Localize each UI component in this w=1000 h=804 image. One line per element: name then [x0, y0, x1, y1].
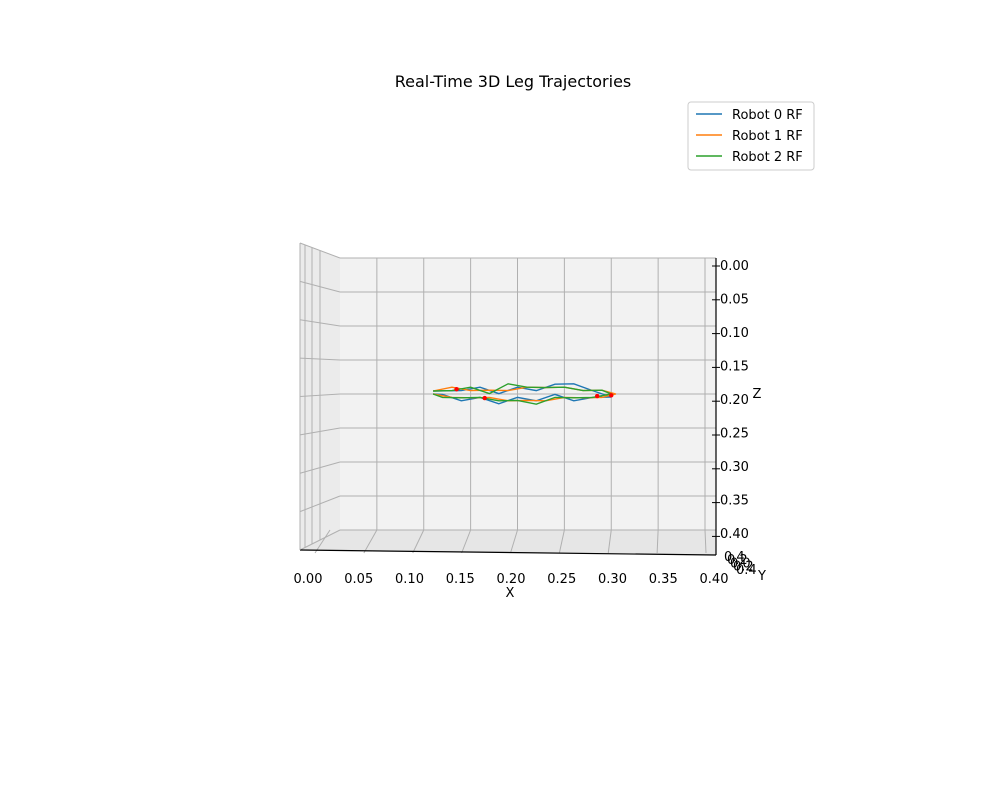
y-tick-label: 0.0 — [730, 556, 751, 571]
floor-gridline — [656, 529, 659, 554]
legend-label: Robot 1 RF — [732, 129, 803, 144]
floor-gridline — [461, 529, 472, 554]
z-axis-label: Z — [753, 387, 762, 402]
x-axis-line — [299, 549, 717, 556]
y-tick-label: 0.4 — [724, 550, 745, 565]
floor-pane — [300, 530, 716, 555]
legend-label: Robot 0 RF — [732, 108, 803, 123]
floor-gridline — [510, 529, 518, 554]
z-tick-label: 0.20 — [720, 393, 749, 408]
x-tick-label: 0.40 — [700, 572, 729, 587]
z-tick-label: 0.00 — [720, 259, 749, 274]
tick-layer: 0.00 0.05 0.10 0.15 0.20 0.25 0.30 0.35 0.400.00… — [294, 259, 757, 587]
y-tick-label: 0.2 — [733, 560, 754, 575]
x-tick-label: 0.15 — [446, 572, 475, 587]
x-tick-label: 0.05 — [344, 572, 373, 587]
z-tick-label: 0.30 — [720, 460, 749, 475]
legend: Robot 0 RF Robot 1 RF Robot 2 RF — [687, 101, 815, 171]
x-tick-label: 0.35 — [649, 572, 678, 587]
x-axis-label: X — [506, 586, 515, 601]
floor-gridline — [363, 529, 378, 554]
marker-layer — [454, 387, 614, 401]
legend-frame — [687, 101, 815, 171]
position-marker — [609, 393, 614, 398]
x-tick-label: 0.10 — [395, 572, 424, 587]
position-marker — [482, 395, 487, 401]
y-axis-label: Y — [757, 569, 766, 584]
z-tick-label: 0.40 — [720, 527, 749, 542]
floor-gridline — [412, 529, 425, 554]
grid — [299, 242, 716, 554]
x-tick-label: 0.25 — [547, 572, 576, 587]
floor-gridline — [558, 529, 565, 554]
floor-gridline — [704, 529, 707, 554]
z-tick-label: 0.15 — [720, 360, 749, 375]
z-tick-label: 0.35 — [720, 494, 749, 509]
position-marker — [594, 393, 600, 399]
x-tick-label: 0.30 — [598, 572, 627, 587]
floor-gridline — [314, 529, 331, 554]
position-marker — [454, 387, 459, 392]
y-tick-label: 0.4 — [736, 563, 757, 578]
z-tick-label: 0.25 — [720, 427, 749, 442]
x-tick-label: 0.20 — [497, 572, 526, 587]
z-tick-label: 0.05 — [720, 293, 749, 308]
chart-title: Real-Time 3D Leg Trajectories — [395, 72, 632, 91]
floor-gridline — [607, 529, 612, 554]
y-tick-label: 0.2 — [727, 553, 748, 568]
x-tick-label: 0.00 — [294, 572, 323, 587]
z-tick-label: 0.10 — [720, 326, 749, 341]
legend-label: Robot 2 RF — [732, 150, 803, 165]
axes — [299, 243, 717, 556]
